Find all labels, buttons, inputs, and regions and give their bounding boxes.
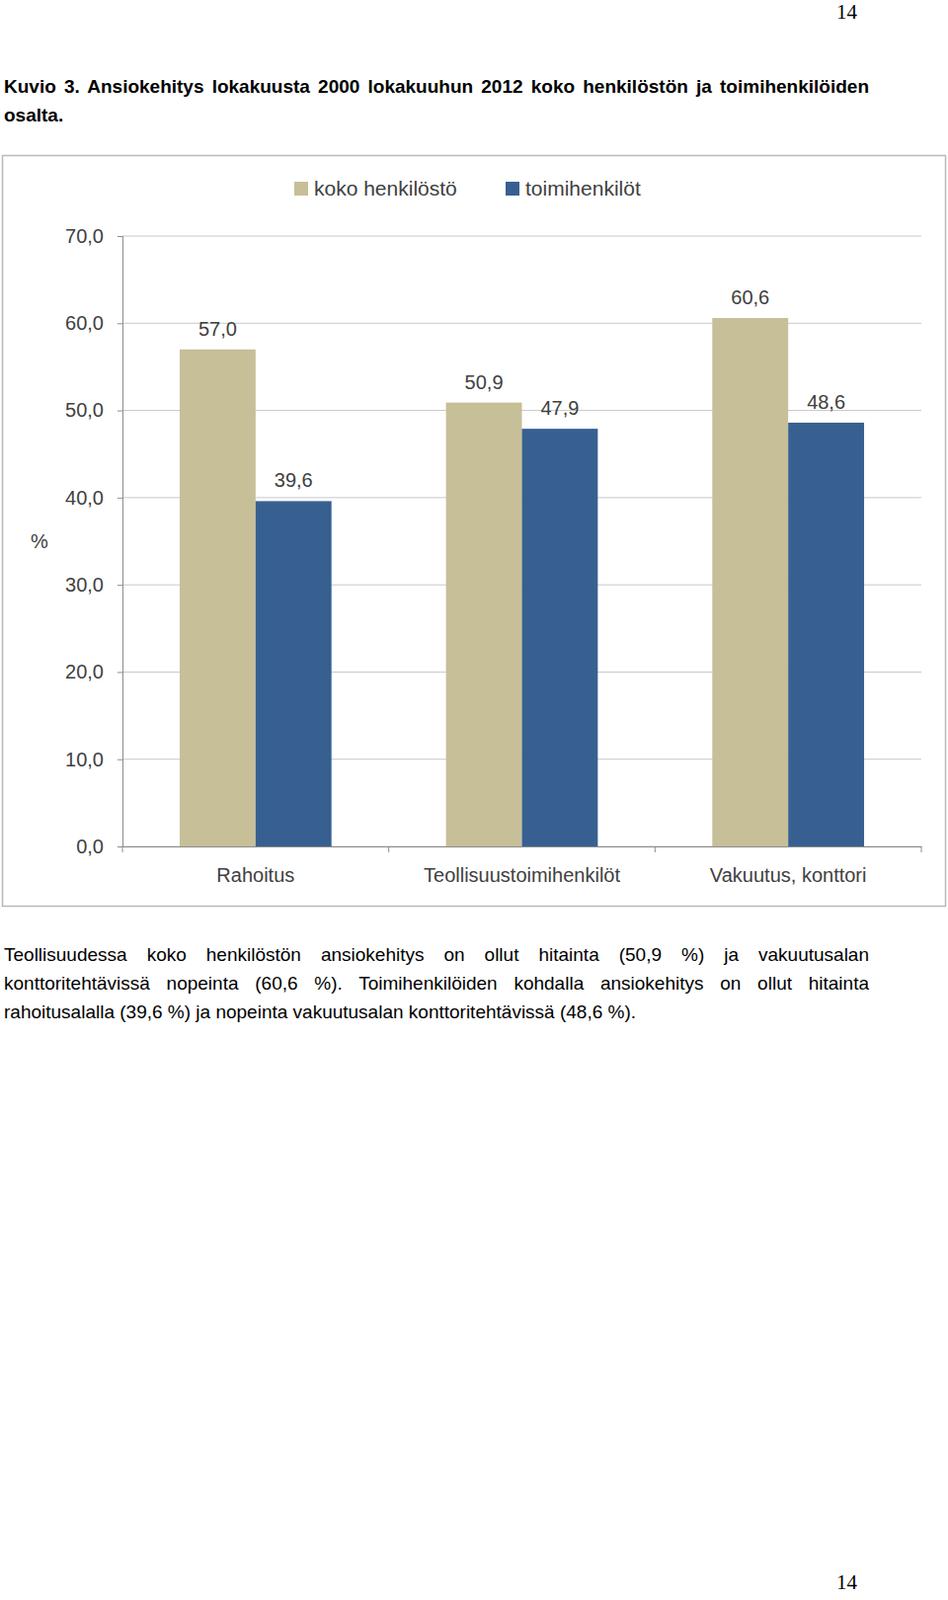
x-tick-label: Teollisuustoimihenkilöt xyxy=(423,864,621,886)
data-label: 60,6 xyxy=(730,286,770,309)
grid-line xyxy=(122,322,922,324)
category-divider xyxy=(122,846,124,853)
y-tick-mark xyxy=(117,497,123,499)
y-tick: 40,0 xyxy=(65,486,123,509)
y-tick: 70,0 xyxy=(65,225,123,247)
bar xyxy=(446,402,523,847)
page-number: 14 xyxy=(836,1570,858,1595)
x-tick-label: Vakuutus, konttori xyxy=(710,864,868,886)
bar-series xyxy=(255,422,865,847)
y-tick: 10,0 xyxy=(65,748,123,771)
chart-frame xyxy=(2,156,947,907)
y-axis: 0,0 10,0 20,0 30,0 40,0 50,0 60,0 70,0 xyxy=(65,225,123,858)
x-tick: Vakuutus, konttori xyxy=(710,864,868,886)
x-tick-label: Rahoitus xyxy=(216,864,295,886)
y-tick-label: 50,0 xyxy=(65,398,104,421)
category-divider xyxy=(388,846,390,853)
y-tick-mark xyxy=(117,584,123,586)
bar xyxy=(522,428,599,847)
chart: 57,0 50,9 60,6 39,6 47,9 48,6 0,0 10,0 20,0 30,0 4… xyxy=(0,0,948,929)
legend: koko henkilöstö toimihenkilöt xyxy=(294,176,641,200)
y-tick-mark xyxy=(117,410,123,412)
grid xyxy=(122,236,922,847)
y-tick: 0,0 xyxy=(76,835,123,858)
legend-swatch xyxy=(505,181,520,196)
y-axis-label: % xyxy=(30,530,49,553)
legend-label: koko henkilöstö xyxy=(314,176,458,200)
y-tick: 50,0 xyxy=(65,398,123,421)
bar-series xyxy=(179,317,789,847)
grid-line xyxy=(122,236,922,237)
y-tick-label: 40,0 xyxy=(65,486,104,509)
x-tick: Rahoitus xyxy=(216,864,295,886)
x-tick: Teollisuustoimihenkilöt xyxy=(423,864,621,886)
category-dividers xyxy=(122,846,922,853)
bar xyxy=(711,317,789,847)
data-label: 57,0 xyxy=(198,317,237,340)
category-divider xyxy=(921,846,923,853)
y-tick-mark xyxy=(117,236,123,237)
paragraph: Teollisuudessa koko henkilöstön ansiokeh… xyxy=(3,940,869,1027)
x-axis: Rahoitus Teollisuustoimihenkilöt Vakuutus,… xyxy=(123,847,923,887)
y-tick: 30,0 xyxy=(65,573,123,596)
legend-label: toimihenkilöt xyxy=(525,176,641,200)
chart-title: Kuvio 3. Ansiokehitys lokakuusta 2000 lo… xyxy=(3,72,869,130)
data-label: 48,6 xyxy=(806,391,846,413)
y-tick-label: 60,0 xyxy=(65,312,104,334)
bars xyxy=(179,317,865,847)
page-number: 14 xyxy=(836,0,858,25)
y-tick: 20,0 xyxy=(65,660,123,683)
category-divider xyxy=(654,846,656,853)
y-tick-mark xyxy=(117,322,123,324)
y-tick: 60,0 xyxy=(65,312,123,334)
y-tick-label: 20,0 xyxy=(65,660,104,683)
y-tick-mark xyxy=(117,671,123,673)
bar xyxy=(788,422,865,847)
bar xyxy=(179,349,256,847)
data-label: 50,9 xyxy=(465,371,504,394)
y-axis-line xyxy=(117,237,124,848)
data-label: 39,6 xyxy=(274,469,314,491)
x-axis-line xyxy=(123,846,923,848)
bar xyxy=(255,500,332,847)
data-labels: 57,0 50,9 60,6 39,6 47,9 48,6 xyxy=(198,286,846,491)
data-label: 47,9 xyxy=(540,396,579,419)
y-tick-mark xyxy=(117,846,123,848)
y-tick-label: 30,0 xyxy=(65,573,104,596)
y-tick-mark xyxy=(117,759,123,761)
y-tick-label: 0,0 xyxy=(76,835,104,858)
legend-swatch xyxy=(294,181,309,196)
y-tick-label: 70,0 xyxy=(65,225,104,247)
y-tick-label: 10,0 xyxy=(65,748,104,771)
